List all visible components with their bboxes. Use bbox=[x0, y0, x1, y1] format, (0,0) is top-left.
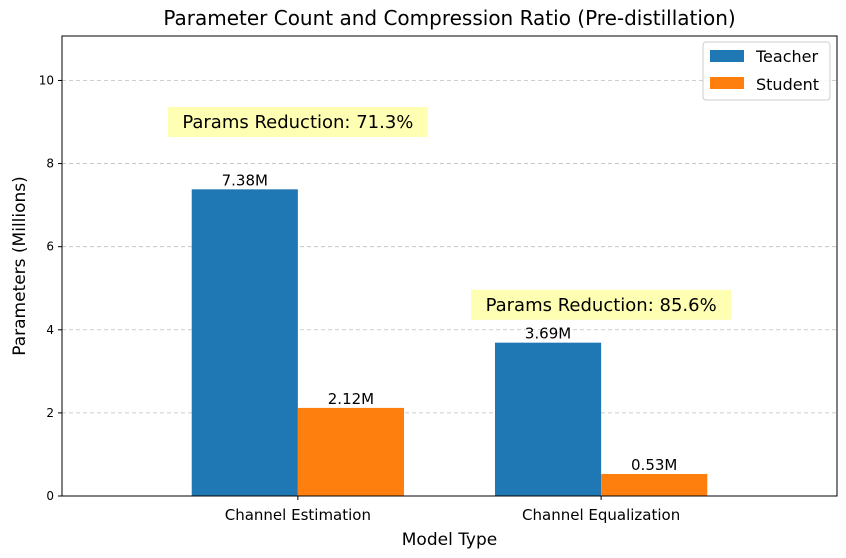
x-axis-ticks: Channel Estimation Channel Equalization bbox=[225, 496, 680, 524]
grid-lines bbox=[62, 80, 837, 414]
chart-title: Parameter Count and Compression Ratio (P… bbox=[163, 6, 735, 30]
y-tick-label-10: 10 bbox=[39, 73, 54, 87]
annotation-text-1: Params Reduction: 85.6% bbox=[486, 295, 717, 316]
y-tick-label-2: 2 bbox=[46, 406, 54, 420]
y-tick-label-8: 8 bbox=[46, 157, 54, 171]
bar-teacher-channel-estimation bbox=[191, 189, 298, 497]
bar-student-channel-equalization bbox=[601, 473, 708, 496]
x-axis-label: Model Type bbox=[402, 530, 498, 550]
bar-student-channel-estimation bbox=[297, 407, 405, 496]
y-axis-ticks: 0 2 4 6 8 10 bbox=[39, 73, 62, 503]
annotation-box-1 bbox=[471, 289, 732, 320]
bar-value-labels: 7.38M 3.69M 2.12M 0.53M bbox=[222, 171, 678, 474]
annotation-box-0 bbox=[167, 107, 428, 138]
bar-value-label-teacher-channel-equalization: 3.69M bbox=[525, 325, 571, 343]
bar-teacher-channel-equalization bbox=[494, 342, 602, 496]
bar-value-label-student-channel-estimation: 2.12M bbox=[328, 390, 374, 408]
annotations: Params Reduction: 71.3% Params Reduction:… bbox=[167, 107, 732, 320]
x-tick-label-channel-estimation: Channel Estimation bbox=[225, 506, 371, 524]
legend-swatch-teacher bbox=[710, 50, 744, 62]
bar-value-label-teacher-channel-estimation: 7.38M bbox=[222, 171, 268, 189]
bars bbox=[191, 189, 708, 497]
y-tick-label-6: 6 bbox=[46, 240, 54, 254]
annotation-text-0: Params Reduction: 71.3% bbox=[182, 112, 413, 133]
bar-value-label-student-channel-equalization: 0.53M bbox=[631, 456, 677, 474]
legend-swatch-student bbox=[710, 77, 744, 89]
y-tick-label-0: 0 bbox=[46, 489, 54, 503]
x-tick-label-channel-equalization: Channel Equalization bbox=[522, 506, 680, 524]
legend: Teacher Student bbox=[702, 41, 831, 101]
y-axis-label: Parameters (Millions) bbox=[10, 176, 30, 356]
legend-label-teacher: Teacher bbox=[755, 47, 818, 66]
legend-label-student: Student bbox=[756, 75, 819, 94]
plot-frame bbox=[61, 35, 838, 497]
y-tick-label-4: 4 bbox=[46, 323, 54, 337]
